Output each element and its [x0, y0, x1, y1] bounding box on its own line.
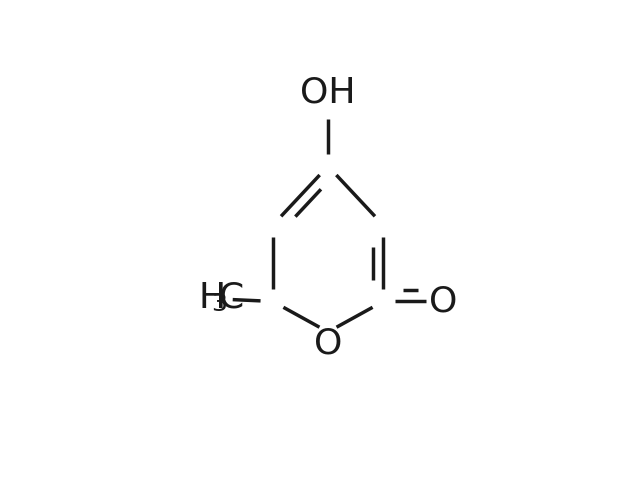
Text: O: O — [429, 285, 458, 318]
Text: OH: OH — [300, 76, 356, 109]
Text: H: H — [198, 281, 225, 315]
Text: C: C — [220, 281, 244, 315]
Text: O: O — [314, 326, 342, 360]
Text: 3: 3 — [211, 293, 227, 316]
